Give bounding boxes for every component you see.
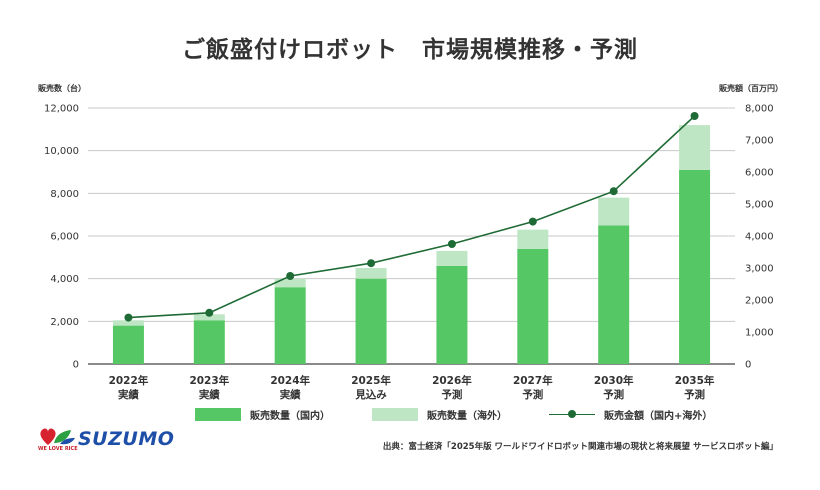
y-left-tick-label: 4,000 xyxy=(50,274,79,285)
x-tick-label-type: 予測 xyxy=(522,388,543,401)
legend-swatch-domestic xyxy=(195,407,241,421)
legend-item-sales: 販売金額（国内+海外） xyxy=(549,407,712,422)
bars xyxy=(112,125,711,364)
legend-line-sales xyxy=(549,408,595,421)
bar-overseas xyxy=(598,197,630,226)
y-right-tick-label: 2,000 xyxy=(745,296,774,307)
sales-point xyxy=(124,313,133,322)
y-left-tick-label: 0 xyxy=(73,360,79,371)
x-tick-label-year: 2027年 xyxy=(513,374,553,387)
x-tick-label-year: 2022年 xyxy=(109,374,149,387)
x-tick-label-type: 予測 xyxy=(603,388,624,401)
x-tick-label-year: 2024年 xyxy=(270,374,310,387)
y-right-tick-label: 8,000 xyxy=(745,104,774,115)
y-left-tick-label: 8,000 xyxy=(50,189,79,200)
y-right-tick-label: 4,000 xyxy=(745,232,774,243)
suzumo-logo: WE LOVE RICE SUZUMO xyxy=(38,426,178,456)
legend-item-overseas: 販売数量（海外） xyxy=(372,407,507,422)
x-tick-label-type: 実績 xyxy=(118,388,139,401)
y-right-axis-label: 販売額（百万円） xyxy=(719,83,783,93)
bar-overseas xyxy=(355,268,387,279)
sales-point xyxy=(690,112,699,120)
logo-tagline: WE LOVE RICE xyxy=(38,446,78,452)
y-right-tick-label: 5,000 xyxy=(745,200,774,211)
bar-overseas xyxy=(436,250,468,266)
legend-label-overseas: 販売数量（海外） xyxy=(427,410,507,422)
legend-label-sales: 販売金額（国内+海外） xyxy=(604,410,713,422)
x-tick-label-type: 実績 xyxy=(199,388,220,401)
x-tick-label-year: 2030年 xyxy=(594,374,634,387)
x-tick-label-type: 予測 xyxy=(441,388,462,401)
sales-point xyxy=(609,187,618,196)
bar-domestic xyxy=(112,325,144,364)
source-note: 出典：富士経済「2025年版 ワールドワイドロボット関連市場の現状と将来展望 サ… xyxy=(382,442,778,452)
y-right-tick-label: 6,000 xyxy=(745,168,774,179)
sales-point xyxy=(447,240,456,248)
bar-domestic xyxy=(274,287,306,364)
legend-swatch-overseas xyxy=(372,407,418,421)
x-tick-label-type: 見込み xyxy=(354,388,387,401)
y-right-tick-label: 1,000 xyxy=(745,328,774,339)
y-right-tick-label: 7,000 xyxy=(745,136,774,147)
grid xyxy=(88,107,735,365)
y-right-tick-label: 0 xyxy=(745,360,751,371)
sales-point xyxy=(286,272,295,280)
x-tick-label-type: 実績 xyxy=(280,388,301,401)
x-tick-label-year: 2026年 xyxy=(432,374,472,387)
y-left-tick-label: 6,000 xyxy=(50,232,79,243)
bar-overseas xyxy=(112,320,144,326)
bar-domestic xyxy=(598,225,630,364)
sales-point xyxy=(528,217,537,226)
bar-domestic xyxy=(517,248,549,364)
chart-title: ご飯盛付けロボット 市場規模推移・予測 xyxy=(182,37,638,63)
heart-leaf-icon xyxy=(40,428,75,445)
bar-domestic xyxy=(679,169,711,364)
x-tick-label-year: 2023年 xyxy=(189,374,229,387)
line-series xyxy=(124,112,699,322)
y-left-axis-label: 販売数（台） xyxy=(38,83,86,93)
sales-point xyxy=(367,259,376,268)
y-right-tick-label: 3,000 xyxy=(745,264,774,275)
legend-label-domestic: 販売数量（国内） xyxy=(250,410,330,422)
y-left-tick-label: 12,000 xyxy=(44,104,79,115)
y-left-tick-label: 10,000 xyxy=(44,146,79,157)
bar-overseas xyxy=(193,314,225,321)
sales-line xyxy=(128,115,696,319)
bar-overseas xyxy=(517,229,549,249)
bar-domestic xyxy=(193,320,225,364)
legend-item-domestic: 販売数量（国内） xyxy=(195,407,330,422)
axes: 0 2,000 4,000 6,000 8,000 10,000 12,000 0 1,000 2… xyxy=(38,83,783,401)
legend: 販売数量（国内） 販売数量（海外） 販売金額（国内+海外） xyxy=(195,404,754,424)
sales-point xyxy=(205,308,214,317)
bar-overseas xyxy=(679,125,711,170)
bar-domestic xyxy=(355,278,387,364)
bar-overseas xyxy=(274,278,306,288)
x-tick-label-type: 予測 xyxy=(684,388,705,401)
y-left-tick-label: 2,000 xyxy=(50,317,79,328)
x-tick-label-year: 2035年 xyxy=(675,374,715,387)
bar-domestic xyxy=(436,265,468,364)
x-tick-label-year: 2025年 xyxy=(351,374,391,387)
logo-name: SUZUMO xyxy=(78,428,175,450)
